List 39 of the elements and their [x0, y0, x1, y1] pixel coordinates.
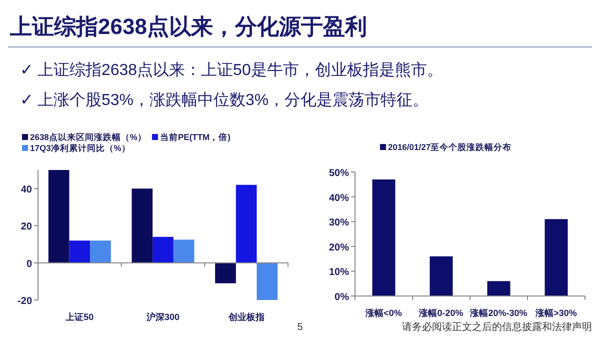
- y-tick-label: 0%: [334, 292, 350, 303]
- legend-label: 2638点以来区间涨跌幅（%）: [30, 132, 146, 142]
- bar: [372, 179, 396, 296]
- text: 请务必阅读正文之后的信息披露和法律声明: [402, 321, 592, 333]
- y-tick-label: 40: [20, 184, 32, 196]
- text: 5: [297, 322, 304, 333]
- bar: [90, 240, 111, 263]
- bar: [69, 240, 90, 263]
- x-tick-label: 涨幅0-20%: [418, 308, 464, 318]
- y-tick-label: -20: [18, 296, 32, 307]
- bar: [173, 240, 194, 263]
- legend-label: 2016/01/27至今个股涨跌幅分布: [388, 142, 512, 152]
- y-tick-label: 10%: [328, 267, 350, 278]
- y-tick-label: 30%: [328, 218, 350, 229]
- x-tick-label: 上证50: [64, 312, 94, 322]
- x-tick-label: 沪深300: [145, 312, 180, 322]
- text: 上证综指2638点以来，分化源于盈利: [9, 14, 367, 39]
- y-tick-label: 40%: [328, 192, 350, 204]
- bar: [236, 184, 257, 263]
- y-tick-label: 0: [26, 258, 32, 270]
- y-tick-label: 50%: [328, 168, 350, 179]
- bar: [544, 219, 568, 296]
- legend-label: 17Q3净利累计同比（%）: [30, 143, 130, 153]
- x-tick-label: 涨幅>30%: [534, 308, 577, 318]
- bar: [487, 281, 510, 296]
- text: ✓ 上涨个股53%，涨跌幅中位数3%，分化是震荡市特征。: [20, 91, 429, 109]
- x-tick-label: 涨幅20%-30%: [469, 308, 528, 318]
- bar: [48, 170, 70, 263]
- y-tick-label: 20: [20, 222, 32, 233]
- x-tick-label: 创业板指: [227, 312, 264, 322]
- y-tick-label: 20%: [328, 242, 350, 254]
- text: ✓ 上证综指2638点以来：上证50是牛市，创业板指是熊市。: [20, 61, 443, 79]
- x-tick-label: 涨幅<0%: [364, 308, 402, 318]
- bar: [256, 262, 278, 300]
- legend-label: 当前PE(TTM，倍): [160, 132, 231, 142]
- bar: [215, 262, 236, 284]
- bar: [430, 256, 453, 296]
- bar: [132, 188, 153, 263]
- bar: [152, 236, 174, 263]
